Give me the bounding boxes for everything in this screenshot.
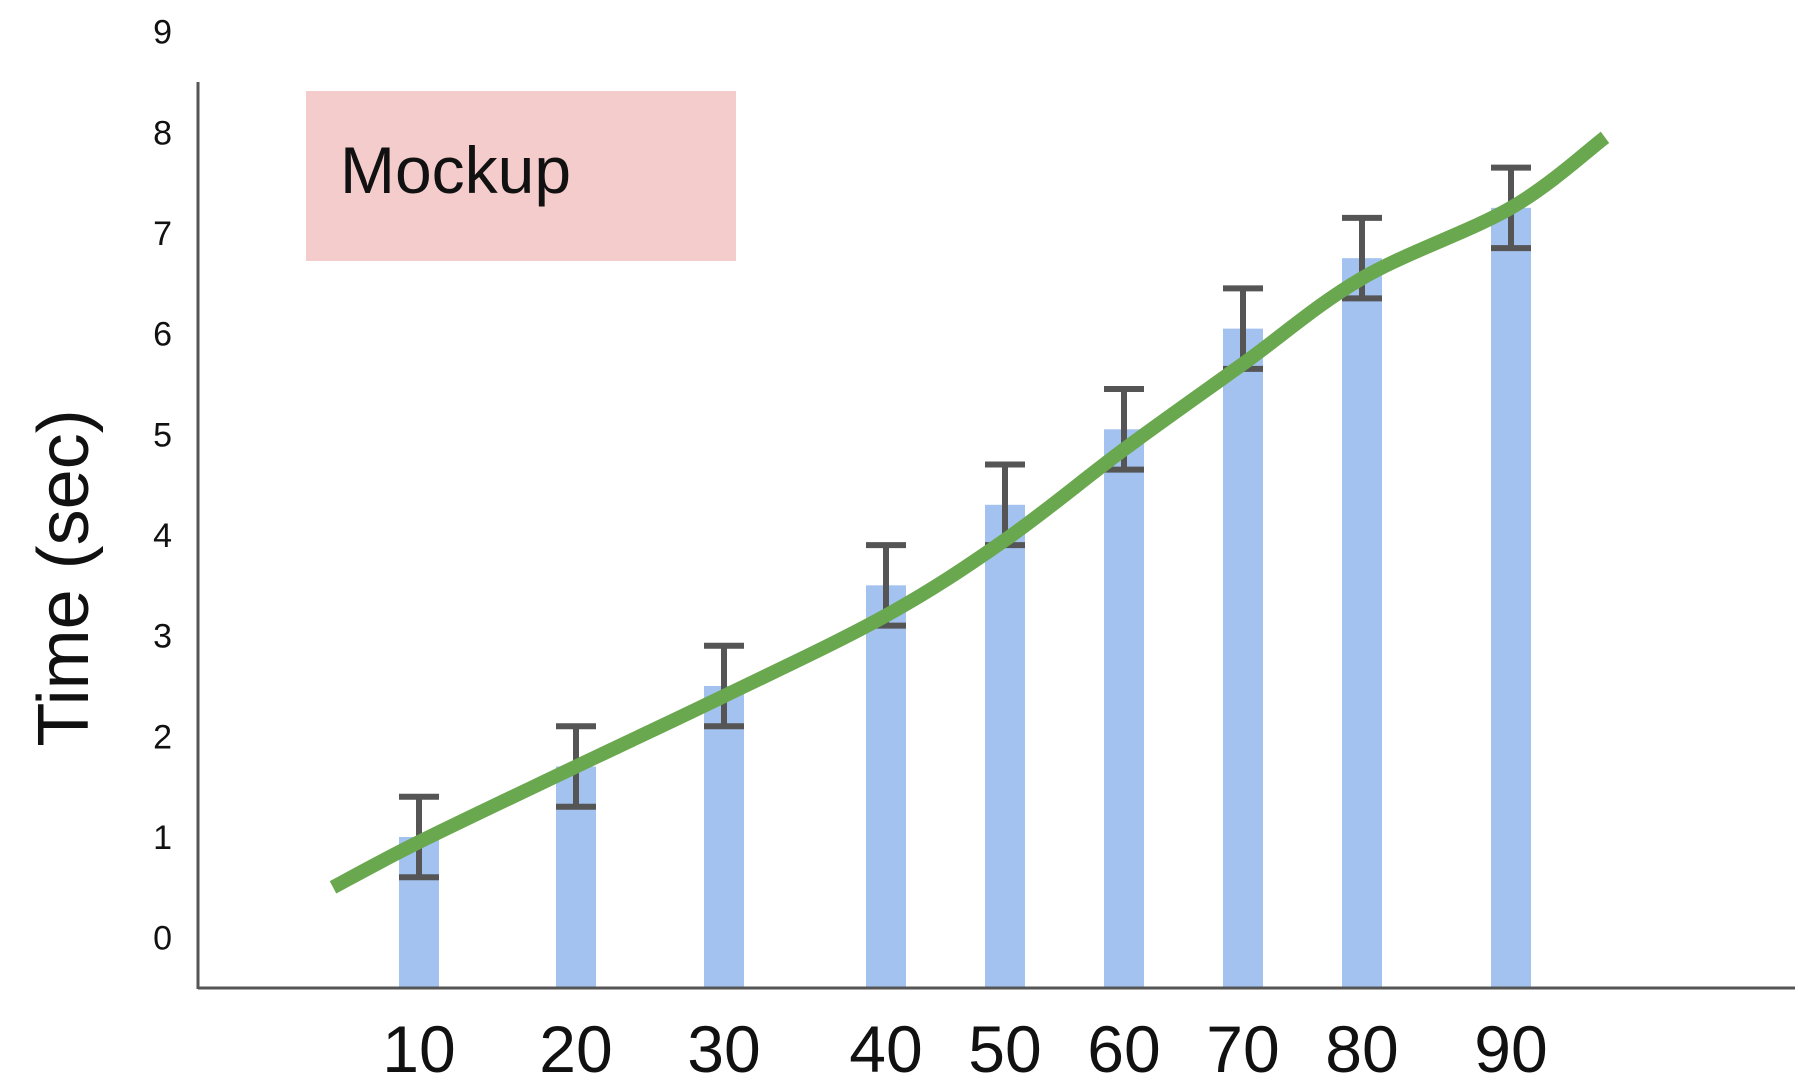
axes bbox=[196, 82, 1795, 990]
annotation-text: Mockup bbox=[340, 133, 571, 207]
bar-40 bbox=[866, 585, 906, 988]
x-tick-label-80: 80 bbox=[1325, 1012, 1398, 1086]
x-tick-label-10: 10 bbox=[382, 1012, 455, 1086]
bar-70 bbox=[1223, 328, 1263, 989]
bar-30 bbox=[704, 686, 744, 988]
y-tick-label-8: 8 bbox=[153, 114, 172, 152]
bar-80 bbox=[1342, 258, 1382, 989]
trend-line bbox=[329, 131, 1610, 894]
x-tick-label-40: 40 bbox=[849, 1012, 922, 1086]
tick-labels: 10 20 30 40 50 60 70 80 90 0 1 2 3 4 5 6 7 8 9 bbox=[153, 14, 1548, 1086]
bar-layer bbox=[399, 207, 1531, 989]
y-tick-label-7: 7 bbox=[153, 215, 172, 253]
y-tick-label-1: 1 bbox=[153, 819, 172, 857]
y-tick-label-0: 0 bbox=[153, 920, 172, 958]
y-tick-label-2: 2 bbox=[153, 718, 172, 756]
x-tick-label-70: 70 bbox=[1206, 1012, 1279, 1086]
y-tick-label-3: 3 bbox=[153, 618, 172, 656]
bar-50 bbox=[985, 504, 1025, 988]
x-tick-label-90: 90 bbox=[1474, 1012, 1547, 1086]
y-tick-label-4: 4 bbox=[153, 517, 172, 555]
x-tick-label-60: 60 bbox=[1087, 1012, 1160, 1086]
x-tick-label-20: 20 bbox=[539, 1012, 612, 1086]
y-axis-label: Time (sec) bbox=[24, 409, 104, 746]
y-tick-label-6: 6 bbox=[153, 316, 172, 354]
bar-60 bbox=[1104, 429, 1144, 988]
annotation-background bbox=[306, 91, 736, 261]
error-bar-30 bbox=[704, 642, 744, 730]
trend-line-layer bbox=[329, 131, 1610, 894]
y-tick-label-5: 5 bbox=[153, 416, 172, 454]
x-tick-label-30: 30 bbox=[687, 1012, 760, 1086]
annotation-box: Mockup bbox=[306, 91, 736, 261]
x-tick-label-50: 50 bbox=[968, 1012, 1041, 1086]
bar-90 bbox=[1491, 207, 1531, 989]
y-tick-label-9: 9 bbox=[153, 14, 172, 52]
